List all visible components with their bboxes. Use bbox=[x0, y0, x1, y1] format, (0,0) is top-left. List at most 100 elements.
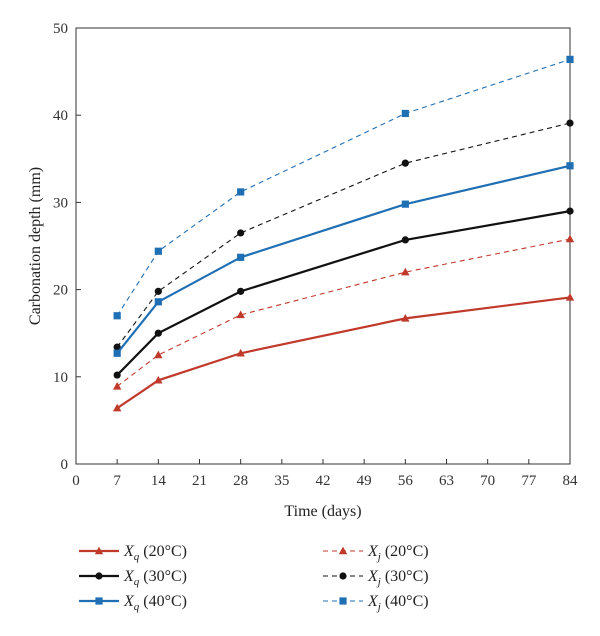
data-point bbox=[566, 207, 574, 215]
data-point bbox=[113, 349, 121, 357]
legend-item: Xq (20°C) bbox=[79, 543, 187, 563]
data-point bbox=[565, 234, 575, 243]
y-tick-label: 10 bbox=[53, 370, 68, 386]
legend-subscript: j bbox=[376, 576, 381, 588]
legend-swatch-marker bbox=[95, 597, 103, 605]
legend-label: Xq (40°C) bbox=[123, 593, 187, 613]
series-j-20c bbox=[112, 234, 575, 390]
x-tick-label: 84 bbox=[563, 473, 579, 489]
legend-subscript: j bbox=[376, 551, 381, 563]
legend-swatch-marker bbox=[339, 597, 347, 605]
legend-subscript: q bbox=[134, 551, 140, 563]
series-line bbox=[116, 238, 571, 387]
data-point bbox=[154, 375, 163, 384]
y-tick-label: 30 bbox=[53, 195, 68, 211]
legend-symbol: X bbox=[123, 543, 135, 560]
data-point bbox=[154, 350, 163, 359]
data-point bbox=[401, 200, 409, 208]
series-j-40c bbox=[113, 55, 574, 320]
legend-symbol: X bbox=[367, 543, 379, 560]
legend-symbol: X bbox=[123, 568, 135, 585]
x-axis-title: Time (days) bbox=[284, 503, 361, 520]
data-point bbox=[566, 55, 574, 63]
legend-temp: (30°C) bbox=[381, 568, 429, 585]
legend-item: Xj (40°C) bbox=[323, 593, 429, 613]
y-tick-label: 50 bbox=[53, 21, 68, 37]
legend-swatch-marker bbox=[95, 572, 103, 580]
series-line bbox=[116, 210, 571, 376]
legend-temp: (20°C) bbox=[381, 543, 429, 560]
x-tick-label: 49 bbox=[357, 473, 372, 489]
x-tick-label: 28 bbox=[233, 473, 248, 489]
y-axis-title: Carbonation depth (mm) bbox=[27, 167, 44, 325]
data-point bbox=[154, 247, 162, 255]
x-tick-label: 63 bbox=[439, 473, 454, 489]
legend-label: Xj (40°C) bbox=[367, 593, 429, 613]
legend-symbol: X bbox=[367, 593, 379, 610]
x-tick-label: 56 bbox=[398, 473, 414, 489]
data-point bbox=[154, 329, 162, 337]
legend-item: Xq (30°C) bbox=[79, 568, 187, 588]
legend-item: Xj (20°C) bbox=[323, 543, 429, 563]
data-point bbox=[113, 371, 121, 379]
x-tick-label: 14 bbox=[151, 473, 167, 489]
data-point bbox=[236, 310, 245, 319]
legend-symbol: X bbox=[123, 593, 135, 610]
data-point bbox=[237, 188, 245, 196]
data-point bbox=[401, 236, 409, 244]
series-line bbox=[116, 296, 571, 410]
x-tick-label: 35 bbox=[274, 473, 289, 489]
legend-temp: (20°C) bbox=[139, 543, 187, 560]
data-point bbox=[112, 381, 122, 390]
y-tick-label: 0 bbox=[61, 457, 69, 473]
axes: 0 7 14 21 28 35 42 49 56 63 70 77 84 0 10 20 30 40 50 bbox=[53, 21, 578, 489]
legend-temp: (40°C) bbox=[139, 593, 187, 610]
x-tick-label: 21 bbox=[192, 473, 207, 489]
data-point bbox=[113, 343, 121, 351]
series-q-20c bbox=[112, 293, 575, 412]
legend-symbol: X bbox=[367, 568, 379, 585]
legend-subscript: q bbox=[134, 601, 140, 613]
legend-label: Xj (20°C) bbox=[367, 543, 429, 563]
legend-label: Xj (30°C) bbox=[367, 568, 429, 588]
data-point bbox=[154, 298, 162, 306]
data-point bbox=[237, 287, 245, 295]
legend-subscript: j bbox=[376, 601, 381, 613]
series-line bbox=[116, 122, 571, 348]
data-point bbox=[236, 348, 245, 357]
data-point bbox=[401, 159, 409, 167]
legend-swatch-marker bbox=[339, 572, 347, 580]
data-point bbox=[401, 313, 410, 322]
series-line bbox=[116, 58, 571, 317]
plot-frame bbox=[75, 27, 571, 465]
data-point bbox=[112, 403, 122, 412]
legend-temp: (30°C) bbox=[139, 568, 187, 585]
series-q-40c bbox=[113, 162, 574, 357]
series-layer bbox=[112, 55, 575, 412]
data-point bbox=[113, 312, 121, 320]
legend-label: Xq (20°C) bbox=[123, 543, 187, 563]
data-point bbox=[237, 253, 245, 261]
data-point bbox=[154, 287, 162, 295]
data-point bbox=[401, 109, 409, 118]
series-j-30c bbox=[113, 119, 574, 351]
y-tick-label: 20 bbox=[53, 283, 68, 299]
y-tick-label: 40 bbox=[53, 108, 68, 124]
legend: Xq (20°C)Xq (30°C)Xq (40°C)Xj (20°C)Xj (… bbox=[79, 543, 429, 613]
legend-temp: (40°C) bbox=[381, 593, 429, 610]
x-tick-label: 70 bbox=[480, 473, 495, 489]
legend-item: Xj (30°C) bbox=[323, 568, 429, 588]
x-tick-label: 42 bbox=[316, 473, 331, 489]
data-point bbox=[565, 293, 575, 301]
x-tick-label: 7 bbox=[113, 473, 121, 489]
series-q-30c bbox=[113, 207, 574, 379]
legend-swatch-marker bbox=[94, 546, 104, 555]
data-point bbox=[237, 229, 245, 237]
data-point bbox=[566, 119, 574, 127]
data-point bbox=[401, 267, 410, 276]
legend-label: Xq (30°C) bbox=[123, 568, 187, 588]
data-point bbox=[566, 162, 574, 170]
x-tick-label: 77 bbox=[521, 473, 537, 489]
legend-subscript: q bbox=[134, 576, 140, 588]
